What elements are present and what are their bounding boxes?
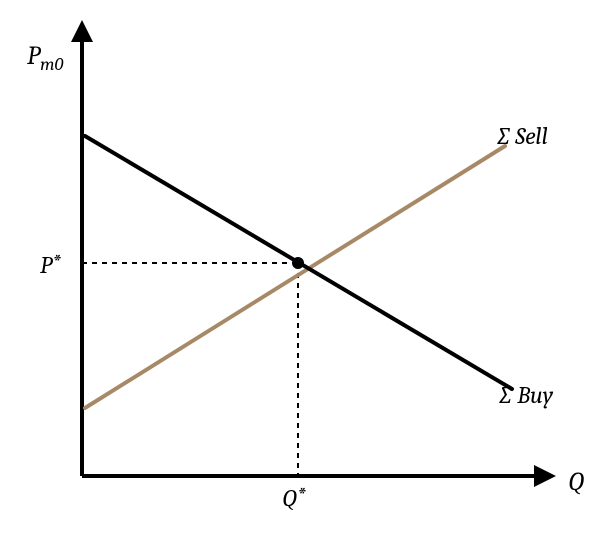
- equilibrium-point: [292, 257, 304, 269]
- p-star-label: P*: [40, 249, 61, 279]
- sell-label: ∑ Sell: [497, 122, 548, 150]
- buy-label: ∑ Buy: [499, 381, 554, 409]
- q-star-label: Q*: [282, 482, 306, 512]
- x-axis-label: Q: [568, 467, 584, 497]
- supply-demand-chart: Pm0Q∑ Sell∑ BuyP*Q*: [0, 0, 601, 543]
- chart-svg: Pm0Q∑ Sell∑ BuyP*Q*: [0, 0, 601, 543]
